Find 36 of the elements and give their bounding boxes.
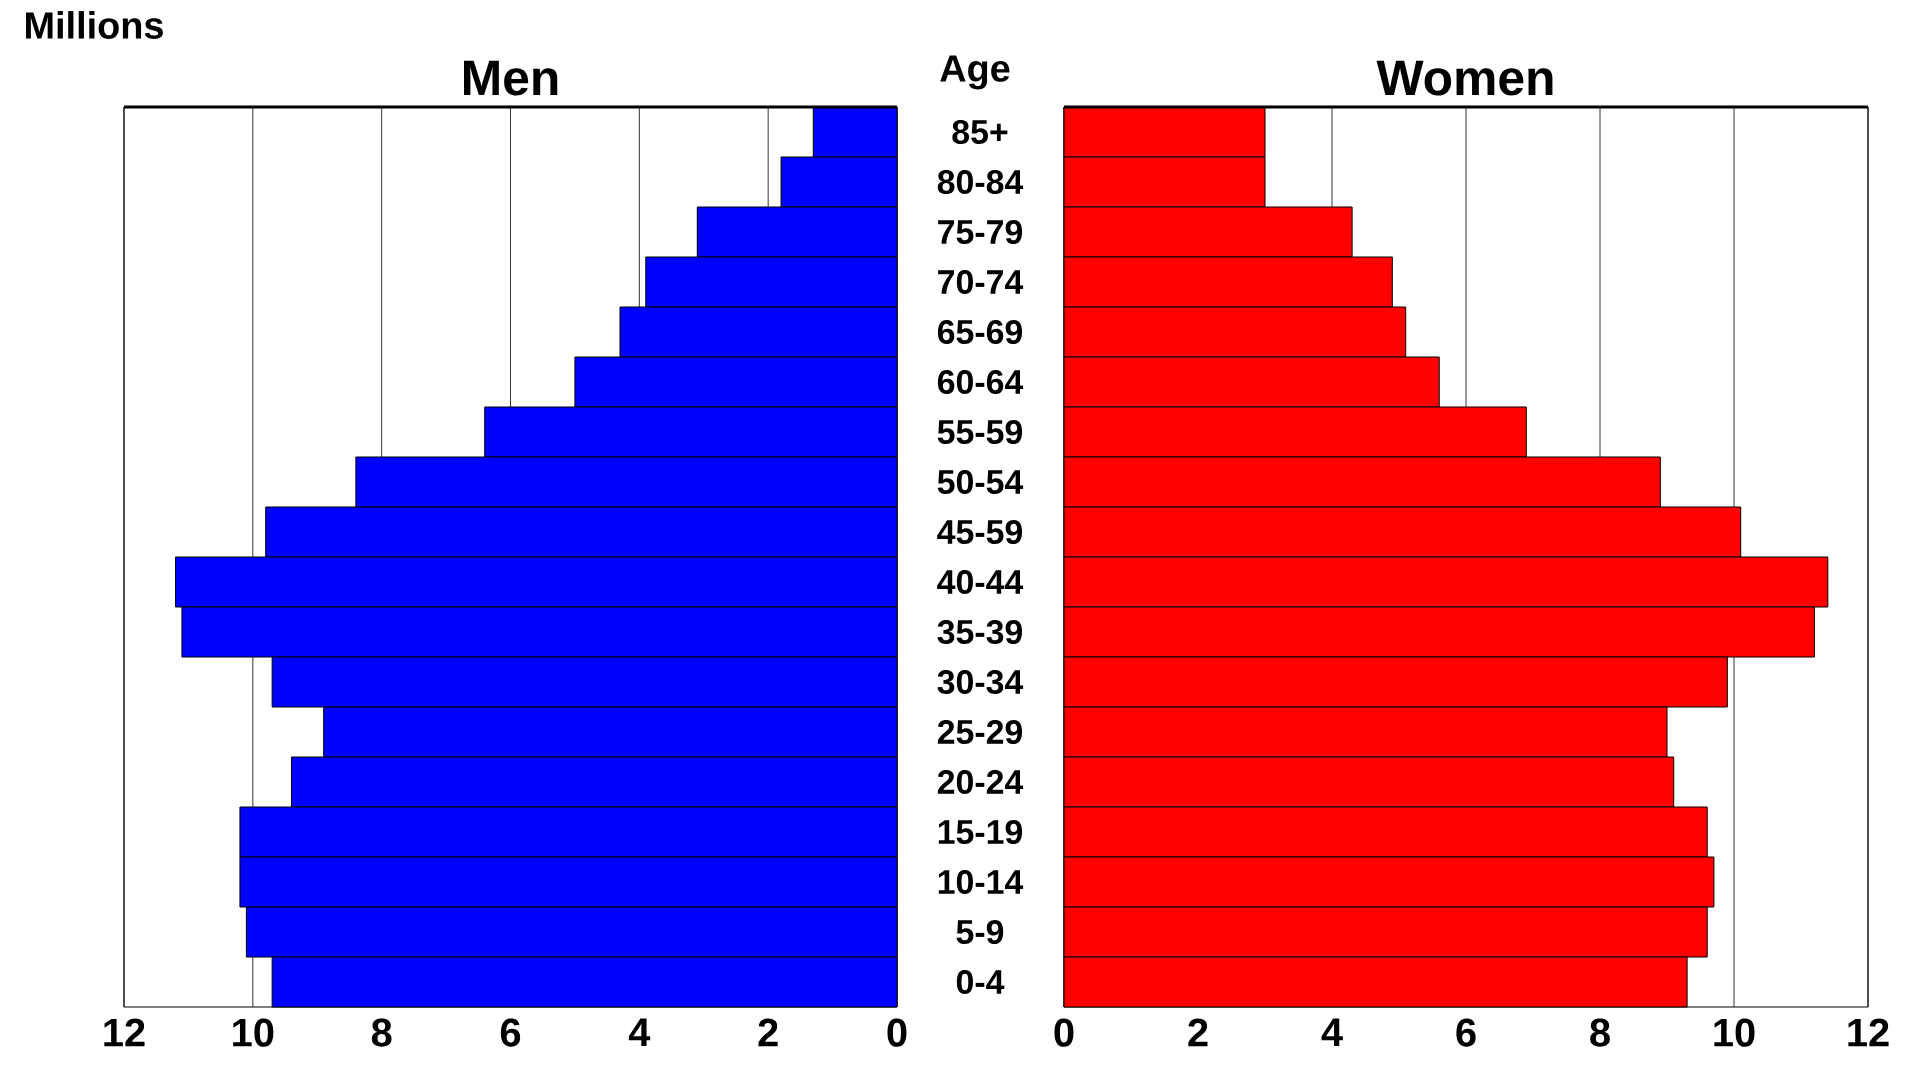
text: Millions bbox=[26, 11, 163, 39]
x-tick-label: 6 bbox=[500, 1018, 521, 1047]
x-tick-label: 10 bbox=[233, 1018, 274, 1047]
x-tick-label: 2 bbox=[758, 1018, 778, 1047]
x-tick-label: 4 bbox=[1321, 1018, 1343, 1046]
y-tick-label: 30-34 bbox=[937, 669, 1024, 695]
y-axis-title: Age bbox=[940, 55, 1010, 90]
x-tick-label: 6 bbox=[1456, 1018, 1476, 1047]
chart-title: Women bbox=[1376, 60, 1553, 96]
x-tick-label: 2 bbox=[1188, 1018, 1208, 1047]
y-tick-label: 60-64 bbox=[937, 370, 1024, 394]
y-tick-label: 70-74 bbox=[938, 270, 1024, 294]
chart-title: Men bbox=[464, 60, 558, 96]
y-tick-label: 10-14 bbox=[938, 870, 1024, 894]
x-tick-label: 4 bbox=[628, 1018, 651, 1046]
y-tick-label: 80-84 bbox=[937, 170, 1024, 194]
y-tick-label: 15-19 bbox=[938, 820, 1023, 844]
x-tick-label: 8 bbox=[1590, 1018, 1610, 1047]
y-tick-label: 50-54 bbox=[937, 470, 1024, 494]
y-tick-label: 85+ bbox=[952, 120, 1008, 144]
x-tick-label: 12 bbox=[1848, 1018, 1889, 1047]
y-tick-label: 0-4 bbox=[956, 970, 1005, 994]
y-tick-label: 25-29 bbox=[937, 720, 1023, 744]
x-tick-label: 0 bbox=[887, 1018, 907, 1047]
y-tick-label: 40-44 bbox=[937, 570, 1024, 594]
y-tick-label: 55-59 bbox=[937, 420, 1023, 444]
x-tick-label: 10 bbox=[1714, 1018, 1755, 1047]
x-tick-label: 0 bbox=[1054, 1018, 1074, 1047]
y-tick-label: 45-59 bbox=[937, 520, 1023, 544]
x-tick-label: 12 bbox=[104, 1018, 145, 1047]
y-tick-label: 65-69 bbox=[937, 320, 1023, 344]
y-tick-label: 75-79 bbox=[938, 220, 1023, 244]
y-tick-label: 20-24 bbox=[937, 770, 1024, 794]
x-tick-label: 8 bbox=[371, 1018, 392, 1047]
y-tick-label: 5-9 bbox=[956, 920, 1004, 944]
y-tick-label: 35-39 bbox=[937, 619, 1023, 645]
